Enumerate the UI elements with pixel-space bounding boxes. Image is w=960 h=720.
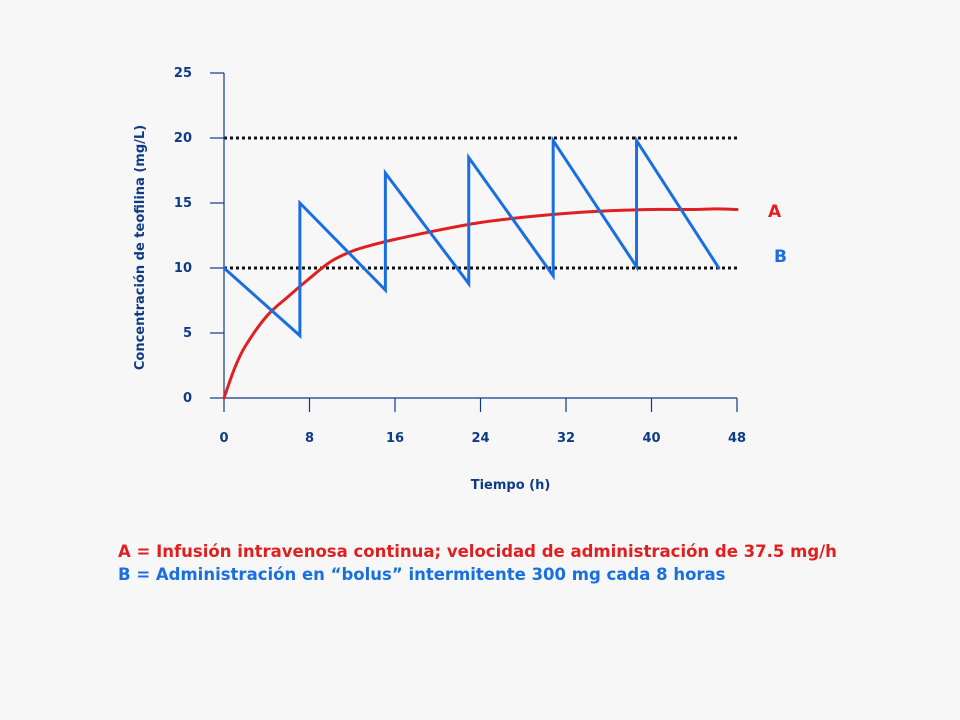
y-tick-label-5: 5 [183, 326, 192, 341]
series-b-line [222, 135, 721, 339]
y-tick-label-0: 0 [183, 391, 192, 406]
x-tick-label-32: 32 [557, 431, 575, 446]
y-axis-title: Concentración de teofilina (mg/L) [133, 125, 148, 370]
x-tick-label-0: 0 [219, 431, 228, 446]
legend-a: A = Infusión intravenosa continua; veloc… [118, 542, 837, 561]
x-axis-title: Tiempo (h) [471, 478, 551, 493]
y-tick-label-20: 20 [174, 131, 192, 146]
series-b-label: B [774, 247, 787, 267]
x-tick-label-48: 48 [728, 431, 746, 446]
legend: A = Infusión intravenosa continua; veloc… [118, 540, 837, 586]
x-tick-label-40: 40 [642, 431, 660, 446]
chart-svg: 0 5 10 15 20 25 0 8 16 24 32 40 48 Tiempo (h) Concentr… [133, 66, 787, 493]
x-tick-label-8: 8 [305, 431, 314, 446]
y-tick-label-10: 10 [174, 261, 192, 276]
y-tick-label-15: 15 [174, 196, 192, 211]
series-a-line [222, 207, 739, 400]
legend-b: B = Administración en “bolus” intermiten… [118, 565, 726, 584]
y-tick-label-25: 25 [174, 66, 192, 81]
x-tick-label-24: 24 [471, 431, 489, 446]
x-tick-label-16: 16 [386, 431, 404, 446]
series-a-label: A [768, 202, 782, 222]
